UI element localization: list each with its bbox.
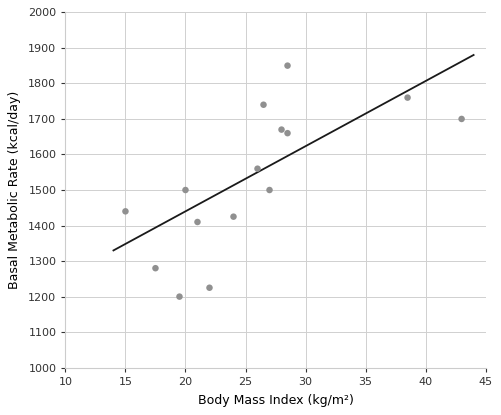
Point bbox=[457, 116, 465, 122]
Point bbox=[205, 284, 213, 291]
Point bbox=[266, 187, 274, 193]
Point bbox=[260, 101, 268, 108]
Point bbox=[229, 213, 237, 220]
Point bbox=[193, 219, 201, 225]
Point bbox=[284, 130, 292, 137]
Point bbox=[121, 208, 129, 215]
Point bbox=[181, 187, 189, 193]
Point bbox=[284, 62, 292, 69]
Y-axis label: Basal Metabolic Rate (kcal/day): Basal Metabolic Rate (kcal/day) bbox=[9, 91, 22, 289]
X-axis label: Body Mass Index (kg/m²): Body Mass Index (kg/m²) bbox=[197, 394, 353, 407]
Point bbox=[151, 265, 159, 271]
Point bbox=[404, 94, 412, 101]
Point bbox=[175, 293, 183, 300]
Point bbox=[254, 165, 262, 172]
Point bbox=[278, 126, 286, 133]
